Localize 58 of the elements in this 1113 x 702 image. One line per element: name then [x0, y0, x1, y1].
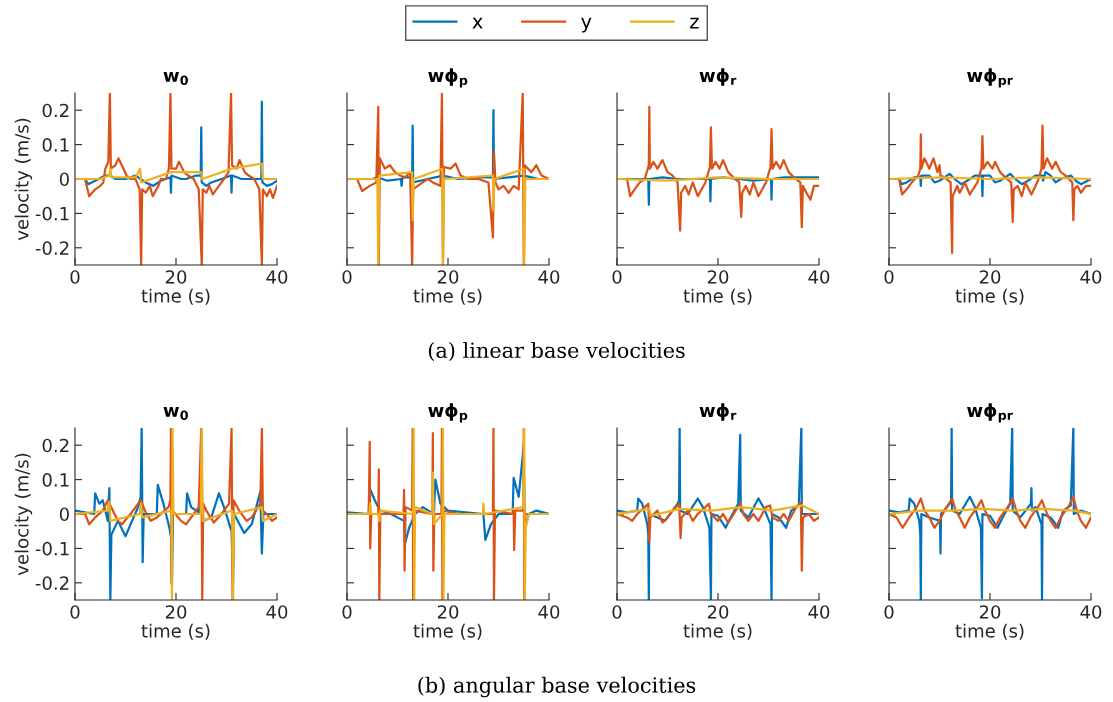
legend-label: x	[472, 17, 483, 29]
x-tick-label: 40	[1080, 605, 1102, 619]
y-tick-label: -0.2	[35, 241, 69, 255]
x-tick-label: 40	[1080, 270, 1102, 284]
x-tick-label: 40	[538, 605, 560, 619]
legend-label: y	[581, 17, 592, 33]
x-axis-title: time (s)	[141, 288, 210, 305]
y-tick-label: 0	[59, 507, 69, 522]
x-axis-title: time (s)	[683, 623, 752, 640]
x-tick-label: 40	[266, 605, 288, 619]
x-tick-label: 0	[70, 605, 80, 619]
x-axis-title: time (s)	[683, 288, 752, 305]
x-tick-label: 20	[437, 270, 459, 284]
x-tick-label: 20	[437, 605, 459, 619]
y-tick-label: -0.2	[35, 576, 69, 590]
x-tick-label: 0	[70, 270, 80, 284]
chart-title: w$_{0}$	[163, 406, 188, 420]
x-tick-label: 0	[884, 605, 894, 619]
x-tick-label: 20	[979, 605, 1001, 619]
y-tick-label: 0.2	[42, 103, 69, 118]
chart-title: wϕ$_{r}$	[699, 68, 737, 86]
y-axis-title: velocity (m/s)	[14, 118, 33, 241]
y-tick-label: 0	[59, 172, 69, 187]
y-axis-title: velocity (m/s)	[14, 453, 33, 576]
chart-title: wϕ$_{pr}$	[967, 68, 1013, 88]
x-axis-title: time (s)	[955, 288, 1024, 305]
y-tick-label: -0.1	[35, 206, 69, 221]
x-tick-label: 20	[979, 270, 1001, 284]
x-tick-label: 40	[808, 605, 830, 619]
x-tick-label: 0	[342, 605, 352, 619]
text: (b) angular base velocities	[418, 676, 696, 698]
x-tick-label: 40	[808, 270, 830, 284]
text: (a) linear base velocities	[428, 341, 685, 361]
legend-label: z	[690, 17, 699, 29]
chart-title: w$_{0}$	[163, 71, 188, 85]
x-tick-label: 20	[165, 270, 187, 284]
x-tick-label: 0	[612, 270, 622, 284]
chart-title: wϕ$_{p}$	[428, 68, 468, 88]
y-tick-label: 0.1	[42, 473, 69, 487]
x-axis-title: time (s)	[955, 623, 1024, 640]
y-tick-label: 0.1	[42, 138, 69, 152]
y-tick-label: -0.1	[35, 541, 69, 556]
x-axis-title: time (s)	[413, 623, 482, 640]
chart-title: wϕ$_{p}$	[428, 403, 468, 423]
x-tick-label: 0	[884, 270, 894, 284]
x-tick-label: 20	[165, 605, 187, 619]
y-tick-label: 0.2	[42, 438, 69, 453]
chart-title: wϕ$_{pr}$	[967, 403, 1013, 423]
chart-title: wϕ$_{r}$	[699, 403, 737, 421]
line-series	[75, 162, 277, 184]
x-tick-label: 0	[342, 270, 352, 284]
x-tick-label: 0	[612, 605, 622, 619]
x-axis-title: time (s)	[141, 623, 210, 640]
x-tick-label: 40	[266, 270, 288, 284]
x-tick-label: 20	[707, 605, 729, 619]
x-axis-title: time (s)	[413, 288, 482, 305]
x-tick-label: 40	[538, 270, 560, 284]
x-tick-label: 20	[707, 270, 729, 284]
